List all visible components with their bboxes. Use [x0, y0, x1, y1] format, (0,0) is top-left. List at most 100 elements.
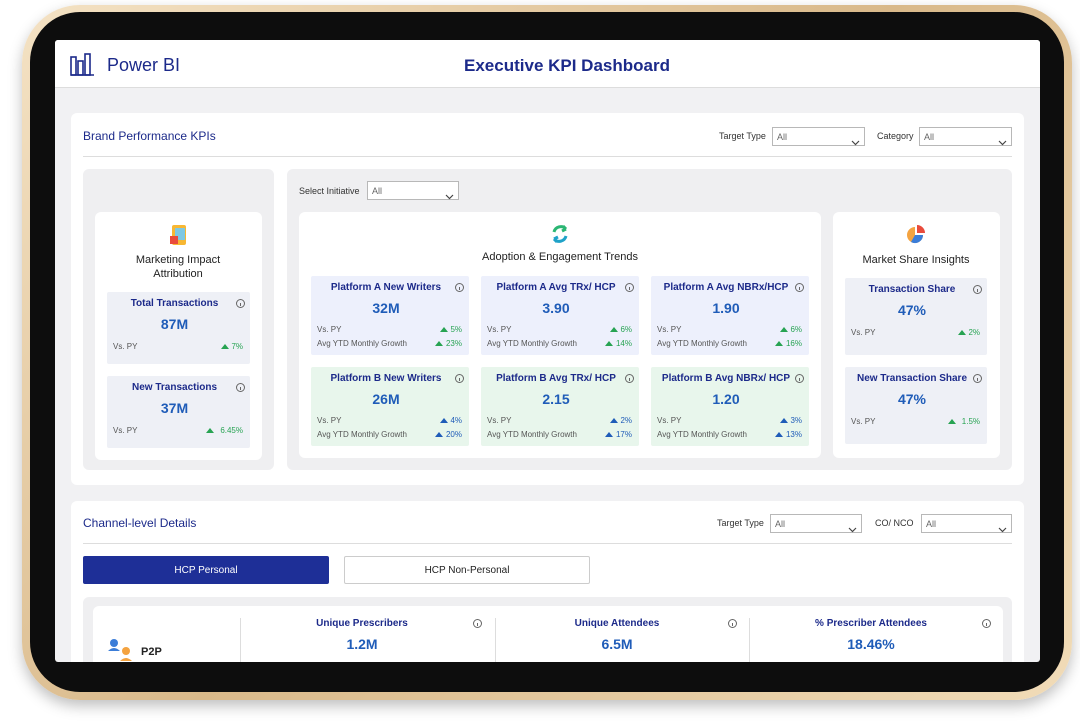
section-title: Channel-level Details: [83, 516, 197, 530]
kpi-title: New Transactions: [131, 382, 218, 393]
chevron-svg: [851, 140, 860, 146]
trend-arrow: [775, 432, 783, 437]
kpi-value: 3.90: [542, 300, 570, 316]
trend-arrow: [221, 344, 229, 349]
dropdown-value: All: [926, 519, 937, 529]
filter-dropdown[interactable]: [921, 514, 1012, 533]
section-title: Brand Performance KPIs: [83, 129, 216, 143]
trend-arrow: [435, 432, 443, 437]
info-icon: [728, 619, 737, 628]
row-change: 7%: [231, 342, 243, 351]
tab[interactable]: [344, 556, 590, 584]
row-label: Avg YTD Monthly Growth: [317, 430, 407, 439]
row-change: 1.5%: [961, 417, 980, 426]
trend-arrow: [206, 428, 214, 433]
trend-arrow: [610, 327, 618, 332]
chevron: [998, 133, 1007, 146]
filter-label: Category: [877, 131, 914, 141]
channel-label: P2P: [141, 646, 162, 658]
adoption-icon: [551, 224, 569, 244]
trend-arrow: [440, 418, 448, 423]
row-label: Avg YTD Monthly Growth: [657, 430, 747, 439]
panel-title: Market Share Insights: [862, 254, 970, 266]
metric-value: 1.2M: [346, 636, 378, 652]
trend-arrow: [948, 419, 956, 424]
row-change: 20%: [445, 430, 462, 439]
kpi-value: 1.90: [712, 300, 740, 316]
row-change: 4%: [450, 416, 462, 425]
kpi-title: Platform B Avg TRx/ HCP: [496, 373, 616, 384]
market-icon-svg: [907, 225, 925, 244]
trend-arrow: [780, 418, 788, 423]
kpi-title: Platform B Avg NBRx/ HCP: [661, 373, 791, 384]
row-label: Avg YTD Monthly Growth: [487, 339, 577, 348]
info-icon: [455, 283, 464, 292]
kpi-card: [845, 367, 987, 444]
filter-dropdown[interactable]: [772, 127, 865, 146]
column-divider: [240, 618, 241, 662]
metric-title: Unique Attendees: [574, 618, 660, 629]
chevron: [851, 133, 860, 146]
row-label: Vs. PY: [657, 416, 682, 425]
screen: Power BI Executive KPI Dashboard Brand Per…: [55, 40, 1040, 662]
kpi-value: 1.20: [712, 391, 740, 407]
kpi-title: Platform A New Writers: [330, 282, 442, 293]
kpi-card: [845, 278, 987, 355]
row-change: 5%: [450, 325, 462, 334]
row-change: 14%: [615, 339, 632, 348]
info-icon: [473, 619, 482, 628]
trend-arrow: [435, 341, 443, 346]
metric-value: 6.5M: [601, 636, 633, 652]
market-icon: [905, 224, 927, 246]
filter-label: Target Type: [719, 131, 766, 141]
row-label: Vs. PY: [851, 328, 876, 337]
kpi-title: Platform A Avg NBRx/HCP: [663, 282, 789, 293]
kpi-title: Platform A Avg TRx/ HCP: [496, 282, 616, 293]
marketing-icon-svg: [170, 225, 186, 245]
filter-label: Select Initiative: [299, 186, 360, 196]
divider: [83, 543, 1012, 544]
panel-title: Marketing Impact Attribution: [135, 254, 221, 280]
filter-dropdown[interactable]: [770, 514, 862, 533]
row-label: Vs. PY: [487, 416, 512, 425]
row-change: 16%: [785, 339, 802, 348]
trend-arrow: [605, 432, 613, 437]
dropdown-value: All: [777, 132, 788, 142]
column-divider: [495, 618, 496, 662]
tab-active[interactable]: [83, 556, 329, 584]
row-label: Vs. PY: [113, 342, 138, 351]
chevron: [848, 520, 857, 533]
row-change: 2%: [968, 328, 980, 337]
row-change: 23%: [445, 339, 462, 348]
tab-label: HCP Personal: [174, 565, 238, 576]
row-change: 13%: [785, 430, 802, 439]
row-change: 17%: [615, 430, 632, 439]
filter-dropdown[interactable]: [919, 127, 1012, 146]
powerbi-logo-svg: [70, 53, 94, 76]
powerbi-logo: [70, 52, 96, 76]
kpi-title: Platform B New Writers: [330, 373, 442, 384]
kpi-value: 37M: [160, 400, 189, 416]
row-change: 6%: [620, 325, 632, 334]
row-change: 3%: [790, 416, 802, 425]
row-label: Avg YTD Monthly Growth: [487, 430, 577, 439]
panel-title: Adoption & Engagement Trends: [482, 251, 638, 263]
p2p-icon-svg: [108, 639, 132, 661]
metric-title: % Prescriber Attendees: [815, 618, 927, 629]
info-icon: [973, 285, 982, 294]
filter-label: CO/ NCO: [875, 518, 914, 528]
row-change: 6.45%: [220, 426, 243, 435]
kpi-value: 32M: [372, 300, 400, 316]
p2p-icon: [107, 637, 133, 662]
trend-arrow: [440, 327, 448, 332]
dashboard-title: Executive KPI Dashboard: [464, 56, 670, 75]
marketing-icon: [169, 224, 189, 246]
initiative-dropdown[interactable]: [367, 181, 459, 200]
dropdown-value: All: [372, 186, 383, 196]
kpi-value: 47%: [897, 391, 927, 407]
adoption-icon-svg: [552, 224, 568, 244]
trend-arrow: [605, 341, 613, 346]
kpi-value: 2.15: [542, 391, 570, 407]
row-label: Avg YTD Monthly Growth: [657, 339, 747, 348]
trend-arrow: [958, 330, 966, 335]
